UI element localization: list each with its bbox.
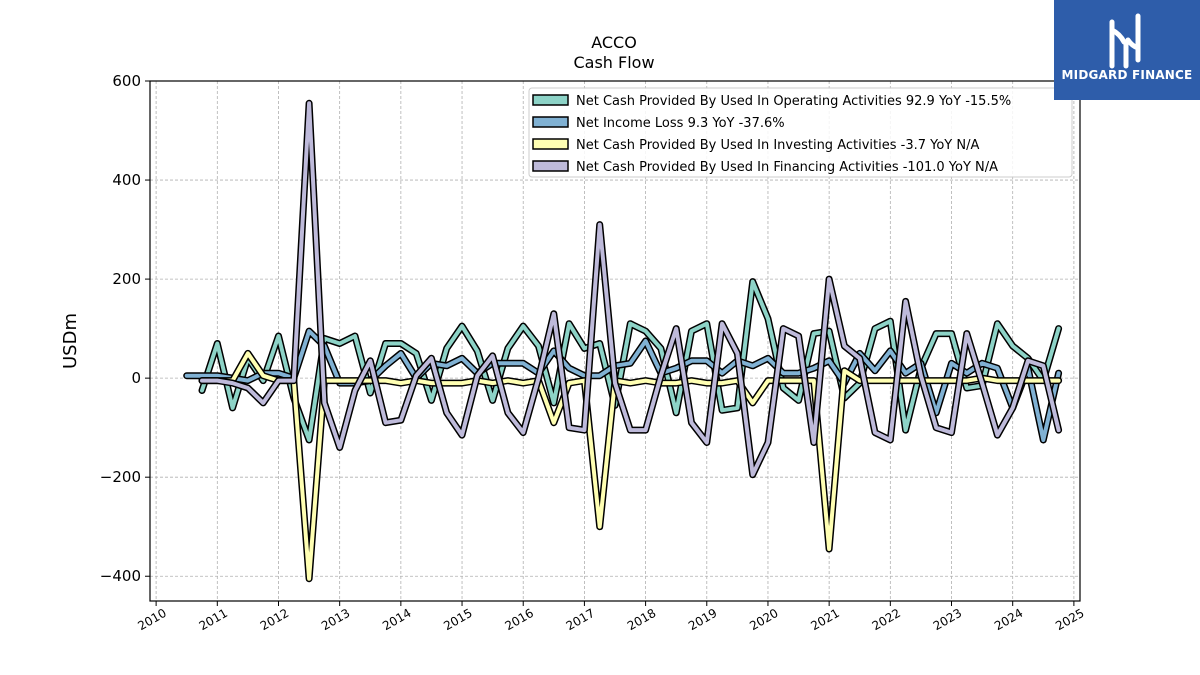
x-tick-label: 2019 (686, 606, 719, 633)
y-tick-label: −200 (100, 468, 141, 486)
plot-frame (149, 80, 1081, 602)
legend-swatch (532, 116, 569, 128)
x-tick-label: 2023 (931, 606, 964, 633)
x-tick-label: 2020 (747, 606, 780, 633)
midgard-finance-logo: MIDGARD FINANCE (1054, 0, 1200, 100)
x-tick-label: 2025 (1053, 606, 1086, 633)
legend-entry: Net Cash Provided By Used In Operating A… (576, 94, 1011, 109)
x-tick-label: 2012 (258, 606, 291, 633)
y-tick-label: −400 (100, 567, 141, 585)
legend-entry: Net Income Loss 9.3 YoY -37.6% (576, 116, 785, 131)
x-tick-label: 2016 (502, 606, 535, 633)
x-tick-label: 2013 (319, 606, 352, 633)
x-tick-label: 2017 (564, 606, 597, 633)
series-0-stroke (200, 279, 1061, 442)
series-lines (183, 99, 1063, 583)
legend-box (528, 87, 1073, 178)
series-0-line (198, 278, 1063, 444)
series-2-stroke (200, 351, 1061, 581)
x-tick-label: 2010 (135, 606, 168, 633)
x-tick-label: 2018 (625, 606, 658, 633)
logo-text: MIDGARD FINANCE (1061, 68, 1193, 82)
x-tick-label: 2015 (441, 606, 474, 633)
x-tick-label: 2024 (992, 606, 1025, 633)
y-axis-label: USDm (60, 313, 81, 369)
x-tick-label: 2014 (380, 606, 413, 633)
legend: Net Cash Provided By Used In Operating A… (528, 87, 1073, 178)
y-tick-label: 600 (112, 72, 141, 90)
series-2-line (198, 349, 1063, 583)
chart-title: ACCO (591, 33, 637, 52)
x-tick-label: 2011 (197, 606, 230, 633)
series-3-stroke (200, 101, 1061, 477)
legend-swatch (532, 94, 569, 106)
legend-swatch (532, 138, 569, 150)
series-1-stroke (184, 329, 1061, 442)
logo-mark-icon (1109, 13, 1141, 69)
legend-entry: Net Cash Provided By Used In Investing A… (576, 138, 979, 153)
y-tick-label: 200 (112, 270, 141, 288)
chart-subtitle: Cash Flow (573, 53, 654, 72)
legend-entry: Net Cash Provided By Used In Financing A… (576, 160, 998, 175)
y-tick-label: 0 (131, 369, 141, 387)
legend-swatch (532, 160, 569, 172)
x-tick-label: 2021 (808, 606, 841, 633)
series-1-line (183, 327, 1063, 444)
x-tick-label: 2022 (870, 606, 903, 633)
y-tick-label: 400 (112, 171, 141, 189)
series-3-line (198, 99, 1063, 479)
